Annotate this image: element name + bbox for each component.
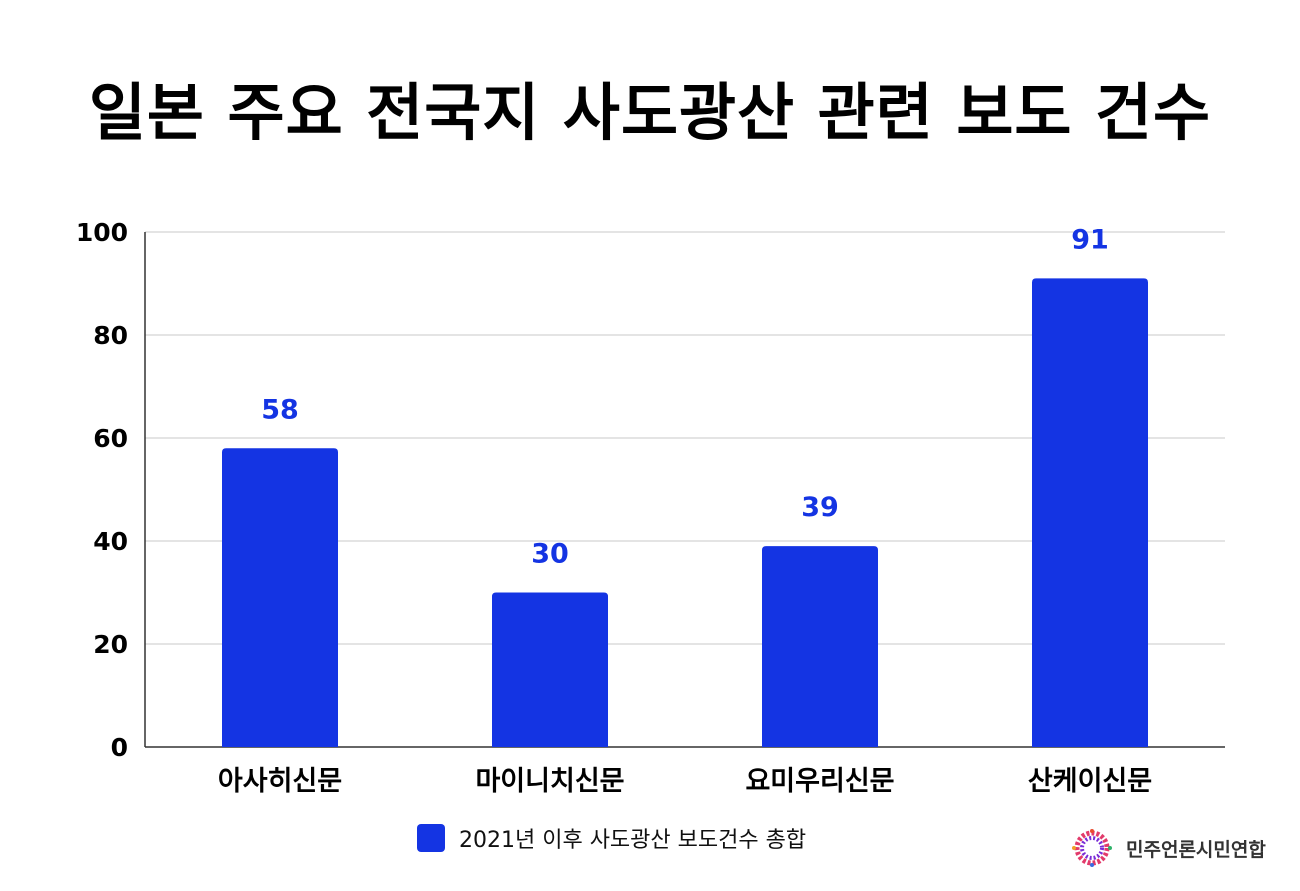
bar bbox=[222, 448, 338, 747]
legend: 2021년 이후 사도광산 보도건수 총합 bbox=[417, 822, 806, 854]
y-tick-label: 80 bbox=[93, 321, 128, 350]
data-label: 91 bbox=[1071, 224, 1109, 255]
x-tick-label: 마이니치신문 bbox=[475, 766, 624, 797]
bar bbox=[762, 546, 878, 747]
data-label: 30 bbox=[531, 539, 569, 570]
data-label: 58 bbox=[261, 394, 299, 425]
x-tick-label: 아사히신문 bbox=[218, 766, 342, 797]
legend-swatch bbox=[417, 824, 445, 852]
brand-logo: 민주언론시민연합 bbox=[1066, 828, 1266, 868]
y-tick-label: 100 bbox=[76, 218, 128, 247]
flower-logo-icon bbox=[1072, 829, 1112, 867]
y-tick-label: 20 bbox=[93, 630, 128, 659]
y-tick-label: 40 bbox=[93, 527, 128, 556]
x-tick-label: 요미우리신문 bbox=[745, 766, 894, 797]
bar bbox=[492, 592, 608, 747]
y-tick-label: 0 bbox=[111, 733, 128, 762]
brand-name: 민주언론시민연합 bbox=[1126, 838, 1266, 861]
legend-label: 2021년 이후 사도광산 보도건수 총합 bbox=[459, 828, 807, 853]
y-tick-label: 60 bbox=[93, 424, 128, 453]
x-tick-label: 산케이신문 bbox=[1028, 766, 1152, 797]
data-label: 39 bbox=[801, 492, 839, 523]
chart-title: 일본 주요 전국지 사도광산 관련 보도 건수 bbox=[88, 76, 1212, 149]
bar bbox=[1032, 278, 1148, 747]
